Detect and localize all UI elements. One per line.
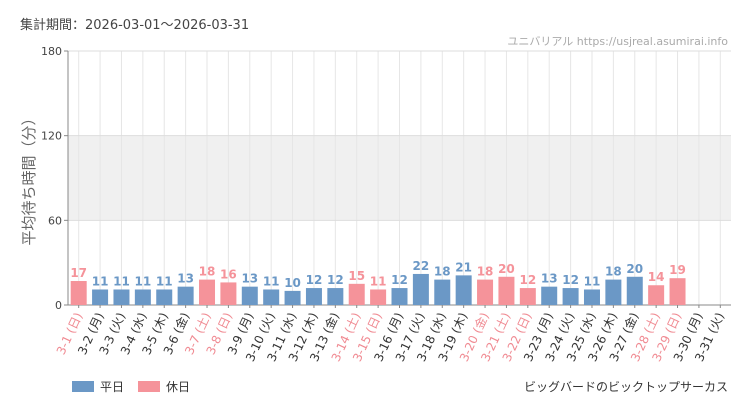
bar-value-label: 13 xyxy=(541,272,558,286)
bar xyxy=(498,276,515,305)
period-label: 集計期間：2026-03-01～2026-03-31 xyxy=(20,18,250,33)
legend: 平日 休日 xyxy=(72,378,204,395)
bar-value-label: 15 xyxy=(348,269,365,283)
bar xyxy=(263,289,280,305)
y-tick-label: 120 xyxy=(41,130,62,143)
bar-value-label: 11 xyxy=(135,274,152,288)
legend-swatch-holiday xyxy=(138,381,161,392)
bar xyxy=(669,278,686,305)
bar xyxy=(562,288,579,305)
bar-value-label: 12 xyxy=(306,273,323,287)
bar-value-label: 12 xyxy=(327,273,344,287)
bar xyxy=(284,290,301,305)
bar-value-label: 11 xyxy=(370,274,387,288)
bar-value-label: 10 xyxy=(284,276,301,290)
bar-value-label: 20 xyxy=(498,262,515,276)
bar xyxy=(477,279,494,305)
bar xyxy=(434,279,451,305)
legend-item-weekday: 平日 xyxy=(72,378,124,395)
bar-value-label: 21 xyxy=(455,260,472,274)
bar xyxy=(156,289,173,305)
legend-label-holiday: 休日 xyxy=(166,380,191,394)
bar-value-label: 18 xyxy=(199,265,216,279)
bar xyxy=(605,279,622,305)
bar-value-label: 20 xyxy=(626,262,643,276)
y-tick-label: 60 xyxy=(48,214,62,227)
bar xyxy=(541,286,558,305)
bar xyxy=(241,286,258,305)
bar xyxy=(92,289,109,305)
bar-value-label: 17 xyxy=(70,266,87,280)
y-tick-label: 0 xyxy=(55,299,62,312)
bar xyxy=(626,276,643,305)
bar xyxy=(305,288,322,305)
legend-swatch-weekday xyxy=(72,381,94,392)
bar-value-label: 22 xyxy=(413,259,430,273)
bar-value-label: 13 xyxy=(177,272,194,286)
bar xyxy=(370,289,387,305)
bar xyxy=(648,285,665,305)
bar xyxy=(455,275,472,305)
bar-value-label: 11 xyxy=(113,274,130,288)
bar xyxy=(391,288,408,305)
bar xyxy=(177,286,194,305)
bar xyxy=(583,289,600,305)
bar-value-label: 11 xyxy=(263,274,280,288)
bar-value-label: 14 xyxy=(648,270,665,284)
bar-value-label: 11 xyxy=(92,274,109,288)
bar-value-label: 18 xyxy=(605,265,622,279)
source-label: ユニバリアル https://usjreal.asumirai.info xyxy=(507,35,728,48)
bar xyxy=(113,289,130,305)
bar-value-label: 11 xyxy=(156,274,173,288)
legend-label-weekday: 平日 xyxy=(100,380,125,394)
bar-value-label: 16 xyxy=(220,267,237,281)
bar xyxy=(134,289,151,305)
bar-value-label: 19 xyxy=(669,263,686,277)
bar-value-label: 12 xyxy=(519,273,536,287)
bar xyxy=(412,273,429,305)
bar xyxy=(70,281,87,305)
y-axis-label: 平均待ち時間（分） xyxy=(20,110,38,245)
attraction-name: ビッグバードのビックトップサーカス xyxy=(523,380,728,394)
bar-value-label: 11 xyxy=(584,274,601,288)
bar xyxy=(327,288,344,305)
bar-value-label: 12 xyxy=(562,273,579,287)
legend-item-holiday: 休日 xyxy=(138,378,190,395)
bar xyxy=(348,283,365,305)
bar xyxy=(220,282,237,305)
bar-value-label: 13 xyxy=(241,272,258,286)
bar-value-label: 18 xyxy=(477,265,494,279)
bar-value-label: 12 xyxy=(391,273,408,287)
bar-value-label: 18 xyxy=(434,265,451,279)
bar xyxy=(199,279,216,305)
bar xyxy=(519,288,536,305)
y-tick-label: 180 xyxy=(41,45,62,58)
